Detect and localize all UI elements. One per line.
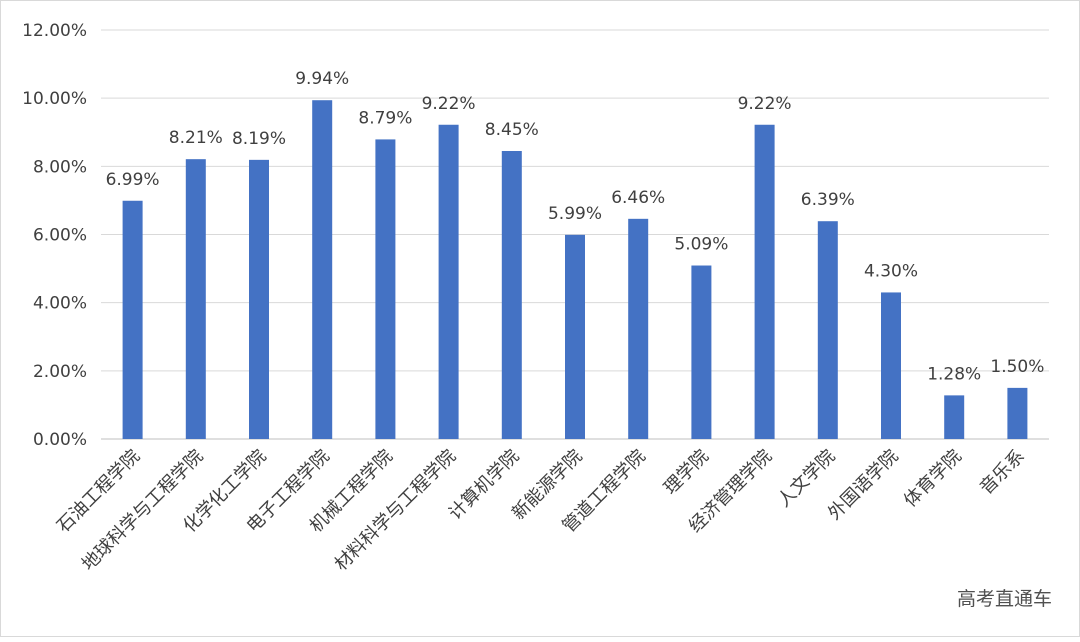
bar [881,292,901,439]
bar [123,201,143,439]
data-label: 4.30% [864,261,918,281]
y-tick-label: 12.00% [22,21,87,41]
x-tick-label: 体育学院 [900,446,966,512]
data-label: 6.46% [611,188,665,208]
bar [944,395,964,439]
bar [628,219,648,439]
bar [249,160,269,439]
data-label: 6.39% [801,190,855,210]
x-tick-label: 地球科学与工程学院 [78,446,207,575]
y-tick-label: 2.00% [33,362,87,382]
data-label: 8.19% [232,129,286,149]
bar [565,235,585,439]
x-tick-label: 音乐系 [976,446,1029,499]
y-tick-label: 8.00% [33,157,87,177]
y-tick-label: 0.00% [33,430,87,450]
bar [502,151,522,439]
bar [375,139,395,439]
data-label: 8.79% [358,108,412,128]
bar [312,100,332,439]
data-label: 8.45% [485,120,539,140]
bar [1007,388,1027,439]
data-label: 1.28% [927,364,981,384]
data-label: 6.99% [106,170,160,190]
x-tick-label: 理学院 [660,446,713,499]
bar [186,159,206,439]
y-tick-label: 10.00% [22,89,87,109]
data-label: 9.94% [295,69,349,89]
x-tick-label: 材料科学与工程学院 [331,446,460,575]
data-label: 9.22% [738,94,792,114]
data-label: 9.22% [422,94,476,114]
x-tick-label: 人文学院 [774,446,840,512]
data-label: 1.50% [990,357,1044,377]
y-tick-label: 4.00% [33,294,87,314]
y-tick-label: 6.00% [33,226,87,246]
watermark-text: 高考直通车 [957,584,1052,611]
bar [818,221,838,439]
data-label: 8.21% [169,128,223,148]
bar [439,125,459,439]
data-label: 5.99% [548,204,602,224]
bar [755,125,775,439]
bar [691,266,711,439]
data-label: 5.09% [674,235,728,255]
